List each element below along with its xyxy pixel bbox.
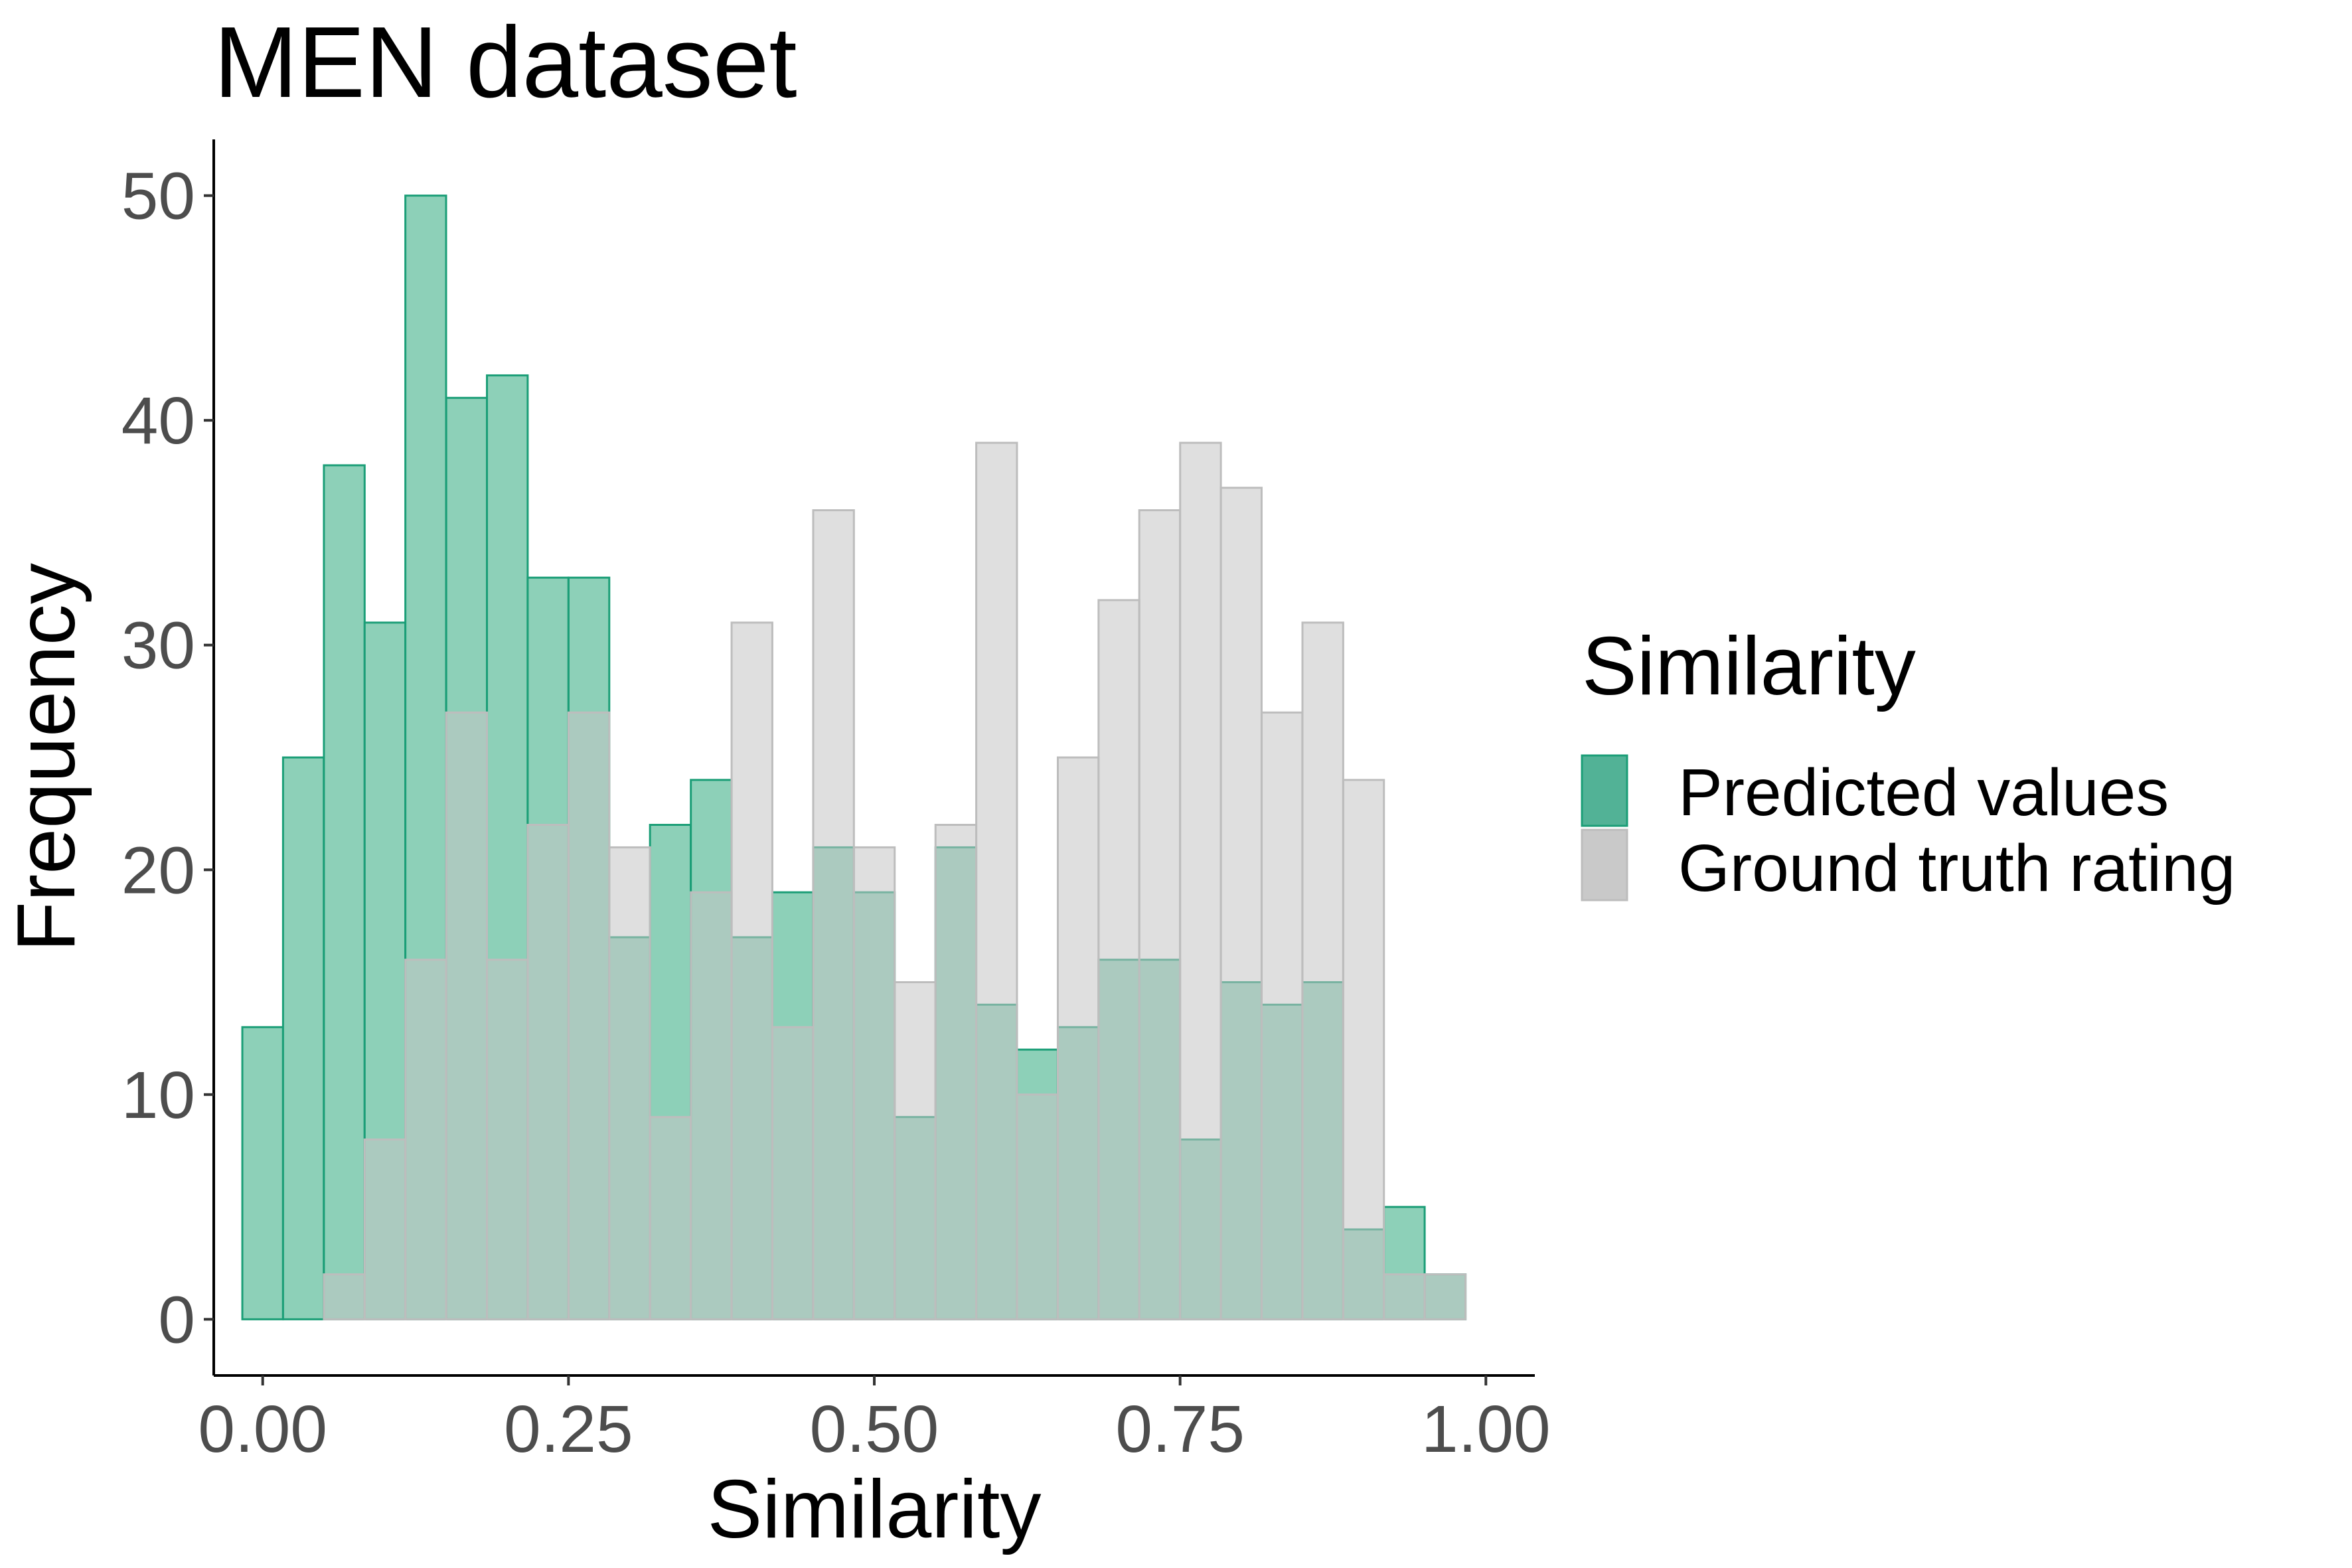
legend-label-predicted: Predicted values [1678,755,2169,830]
ground-truth-bar [975,441,1018,1320]
ground-truth-bar [1097,599,1140,1320]
x-axis-title: Similarity [708,1464,1042,1555]
ground-truth-bar [649,1116,692,1320]
ground-truth-bar [852,846,896,1320]
predicted-bar [323,464,366,1320]
predicted-bar [241,1026,284,1320]
ground-truth-bar [771,1026,815,1320]
ground-truth-bar [445,711,489,1320]
chart-title: MEN dataset [214,6,797,119]
ground-truth-bar [1016,1093,1059,1320]
legend-swatch-predicted [1581,754,1628,827]
ground-truth-bar [323,1273,366,1320]
y-axis-title: Frequency [1,563,92,952]
ground-truth-bar [690,891,733,1320]
x-tick-label: 1.00 [1421,1392,1551,1466]
legend-title: Similarity [1582,621,1916,712]
y-tick-label: 30 [121,609,195,683]
y-tick-label: 50 [121,159,195,234]
y-tick-label: 40 [121,384,195,458]
ground-truth-bar [1342,779,1385,1320]
legend: Similarity Predicted values Ground truth… [1581,621,2235,905]
y-tick-label: 0 [158,1283,195,1357]
ground-truth-bar [526,824,570,1320]
ground-truth-bar [1138,509,1182,1320]
ground-truth-bar [608,846,651,1320]
x-tick-label: 0.25 [504,1392,633,1466]
y-axis-ticks: 0 10 20 30 40 50 [121,159,214,1357]
legend-swatch-ground-truth [1581,828,1628,902]
x-tick-label: 0.50 [810,1392,939,1466]
ground-truth-bar [1383,1273,1426,1320]
ground-truth-bar [567,711,611,1320]
ground-truth-bar [894,981,937,1320]
ground-truth-bar [363,1138,407,1320]
ground-truth-bar [1301,621,1344,1320]
ground-truth-bar [1219,487,1263,1320]
ground-truth-bar [812,509,855,1320]
ground-truth-bar [1260,711,1304,1320]
ground-truth-bar [1179,441,1222,1320]
x-tick-label: 0.00 [198,1392,327,1466]
ground-truth-bar [1423,1273,1467,1320]
ground-truth-bar [486,959,529,1320]
ground-truth-bars [323,441,1467,1320]
x-tick-label: 0.75 [1115,1392,1245,1466]
legend-label-ground-truth: Ground truth rating [1678,831,2235,905]
y-tick-label: 20 [121,833,195,907]
y-tick-label: 10 [121,1058,195,1133]
ground-truth-bar [730,621,773,1320]
ground-truth-bar [1056,756,1100,1320]
ground-truth-bar [934,824,978,1320]
predicted-bar [281,756,325,1320]
x-axis-ticks: 0.00 0.25 0.50 0.75 1.00 [198,1375,1551,1466]
ground-truth-bar [404,959,447,1320]
